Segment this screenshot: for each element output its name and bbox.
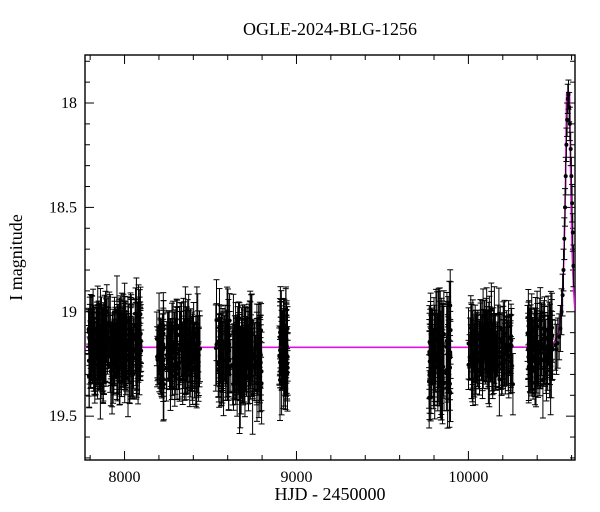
svg-text:18.5: 18.5 bbox=[49, 199, 77, 216]
chart-title: OGLE-2024-BLG-1256 bbox=[243, 19, 417, 39]
svg-text:8000: 8000 bbox=[109, 469, 141, 486]
x-axis-label: HJD - 2450000 bbox=[275, 484, 386, 504]
svg-text:9000: 9000 bbox=[280, 469, 312, 486]
y-axis-label: I magnitude bbox=[6, 214, 26, 300]
svg-text:10000: 10000 bbox=[448, 469, 488, 486]
lightcurve-chart: OGLE-2024-BLG-1256 HJD - 2450000 I magnitu… bbox=[0, 0, 600, 512]
svg-text:19: 19 bbox=[61, 304, 77, 321]
svg-text:18: 18 bbox=[61, 95, 77, 112]
svg-text:19.5: 19.5 bbox=[49, 408, 77, 425]
